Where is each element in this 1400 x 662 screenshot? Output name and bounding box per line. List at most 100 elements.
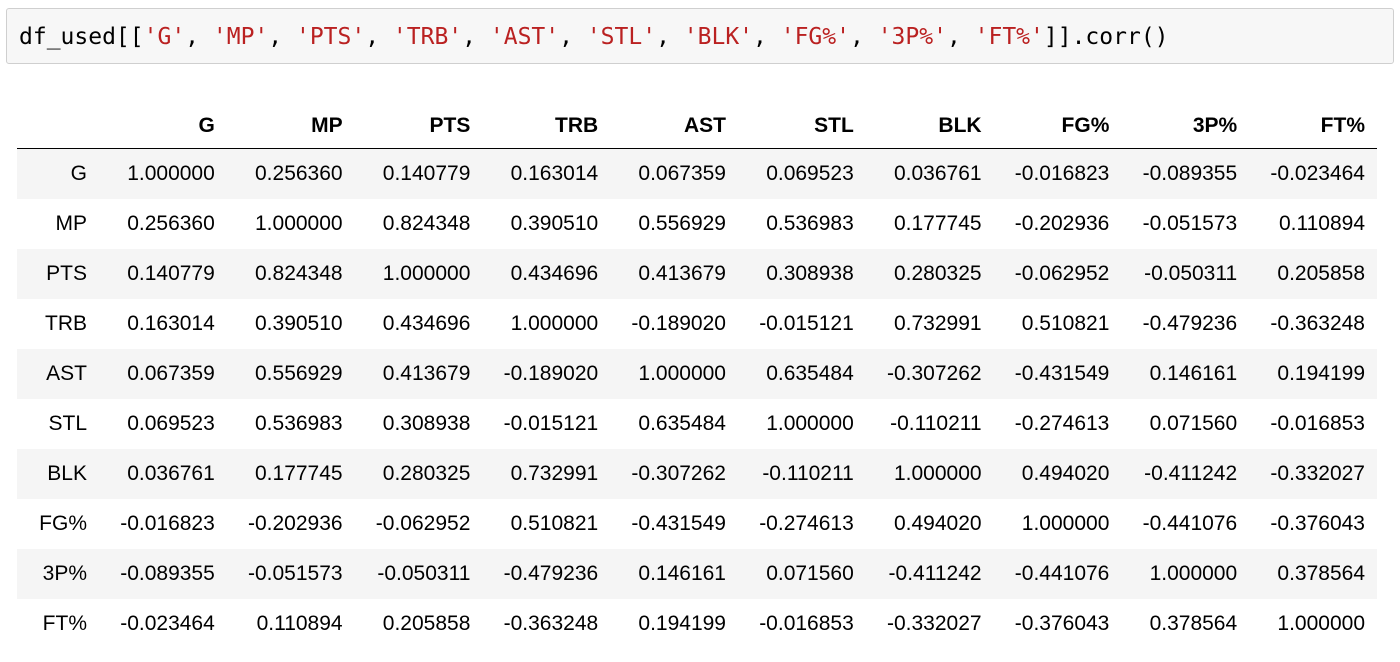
table-header-row: G MP PTS TRB AST STL BLK FG% 3P% FT% [17,104,1377,149]
table-cell: 0.556929 [610,199,738,249]
code-text: , [268,24,296,50]
table-cell: 1.000000 [227,199,355,249]
row-header: FT% [17,599,99,649]
table-cell: -0.363248 [1249,299,1377,349]
table-cell: 0.069523 [99,399,227,449]
code-string-literal: 'FT%' [975,24,1044,50]
table-cell: -0.062952 [355,499,483,549]
column-header: TRB [482,104,610,149]
table-cell: -0.307262 [610,449,738,499]
column-header: AST [610,104,738,149]
table-body: G 1.000000 0.256360 0.140779 0.163014 0.06735… [17,149,1377,650]
table-cell: -0.274613 [994,399,1122,449]
code-string-literal: '3P%' [878,24,947,50]
row-header: FG% [17,499,99,549]
table-cell: -0.441076 [1121,499,1249,549]
table-cell: 1.000000 [1121,549,1249,599]
row-header: STL [17,399,99,449]
column-header: BLK [866,104,994,149]
table-row: BLK 0.036761 0.177745 0.280325 0.732991 -0.30… [17,449,1377,499]
table-cell: -0.189020 [610,299,738,349]
table-cell: 0.177745 [866,199,994,249]
table-cell: -0.274613 [738,499,866,549]
table-cell: -0.441076 [994,549,1122,599]
table-cell: 0.146161 [1121,349,1249,399]
column-header: STL [738,104,866,149]
row-header: PTS [17,249,99,299]
table-cell: 0.536983 [738,199,866,249]
table-cell: 0.824348 [227,249,355,299]
table-cell: 0.378564 [1121,599,1249,649]
code-text: ]].corr() [1044,24,1169,50]
table-cell: 0.413679 [610,249,738,299]
code-text: df_used[[ [19,24,144,50]
table-cell: -0.307262 [866,349,994,399]
table-cell: 1.000000 [99,149,227,200]
row-header: G [17,149,99,200]
table-row: FT% -0.023464 0.110894 0.205858 -0.363248 0.1… [17,599,1377,649]
table-cell: -0.016853 [1249,399,1377,449]
code-string-literal: 'MP' [213,24,268,50]
table-row: PTS 0.140779 0.824348 1.000000 0.434696 0.413… [17,249,1377,299]
table-cell: 0.378564 [1249,549,1377,599]
code-text: , [462,24,490,50]
table-cell: -0.110211 [738,449,866,499]
row-header: MP [17,199,99,249]
table-cell: 0.635484 [738,349,866,399]
table-cell: 0.308938 [738,249,866,299]
table-cell: -0.411242 [866,549,994,599]
code-input-cell[interactable]: df_used[['G', 'MP', 'PTS', 'TRB', 'AST',… [6,8,1394,64]
table-cell: -0.016853 [738,599,866,649]
table-cell: 1.000000 [866,449,994,499]
table-cell: 0.510821 [994,299,1122,349]
code-text: , [850,24,878,50]
table-cell: 0.556929 [227,349,355,399]
table-cell: -0.202936 [227,499,355,549]
table-cell: -0.332027 [1249,449,1377,499]
table-row: 3P% -0.089355 -0.051573 -0.050311 -0.479236 0… [17,549,1377,599]
table-cell: 0.434696 [482,249,610,299]
column-header: PTS [355,104,483,149]
table-cell: 0.256360 [227,149,355,200]
correlation-table: G MP PTS TRB AST STL BLK FG% 3P% FT% G 1.000000 0.2… [17,104,1377,649]
table-cell: -0.431549 [610,499,738,549]
table-cell: 0.163014 [482,149,610,200]
table-cell: 0.390510 [227,299,355,349]
table-cell: 0.732991 [482,449,610,499]
table-row: MP 0.256360 1.000000 0.824348 0.390510 0.5569… [17,199,1377,249]
table-cell: 0.140779 [355,149,483,200]
column-header: FT% [1249,104,1377,149]
table-cell: 0.110894 [1249,199,1377,249]
table-cell: -0.015121 [482,399,610,449]
table-cell: -0.089355 [1121,149,1249,200]
table-row: FG% -0.016823 -0.202936 -0.062952 0.510821 -0… [17,499,1377,549]
code-text: , [947,24,975,50]
table-cell: 1.000000 [994,499,1122,549]
table-cell: 1.000000 [355,249,483,299]
table-cell: -0.332027 [866,599,994,649]
table-cell: -0.089355 [99,549,227,599]
table-cell: 0.071560 [1121,399,1249,449]
table-cell: 0.732991 [866,299,994,349]
table-row: STL 0.069523 0.536983 0.308938 -0.015121 0.63… [17,399,1377,449]
table-cell: 0.434696 [355,299,483,349]
table-cell: 0.177745 [227,449,355,499]
code-string-literal: 'G' [144,24,186,50]
table-cell: -0.189020 [482,349,610,399]
table-row: AST 0.067359 0.556929 0.413679 -0.189020 1.00… [17,349,1377,399]
table-cell: 0.510821 [482,499,610,549]
table-cell: -0.376043 [994,599,1122,649]
table-cell: 0.494020 [866,499,994,549]
table-cell: 0.390510 [482,199,610,249]
row-header: 3P% [17,549,99,599]
table-cell: 0.110894 [227,599,355,649]
table-cell: -0.411242 [1121,449,1249,499]
column-header: 3P% [1121,104,1249,149]
code-string-literal: 'BLK' [684,24,753,50]
table-cell: 0.205858 [1249,249,1377,299]
table-cell: 1.000000 [610,349,738,399]
code-text: , [559,24,587,50]
table-cell: 0.194199 [1249,349,1377,399]
table-cell: -0.016823 [994,149,1122,200]
